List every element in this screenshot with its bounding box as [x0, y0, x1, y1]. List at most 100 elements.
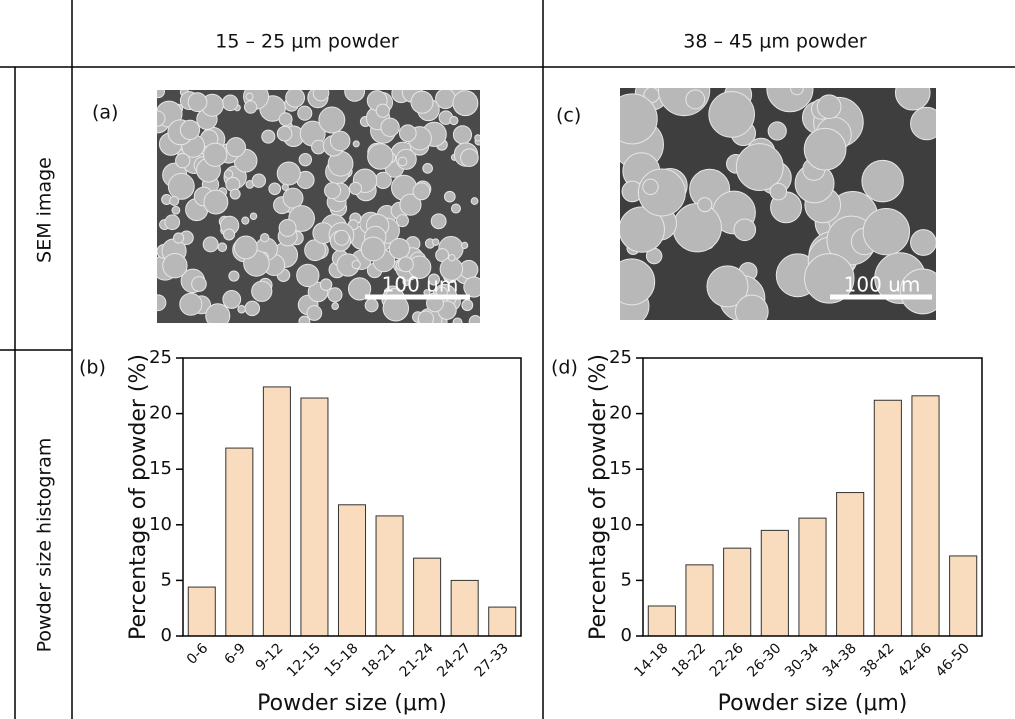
particle: [241, 216, 250, 225]
particle: [244, 300, 261, 317]
particle: [278, 218, 297, 237]
bar: [911, 395, 940, 637]
particle: [205, 303, 231, 323]
x-axis-title: Powder size (μm): [257, 691, 447, 716]
x-tick-label: 14-18: [631, 640, 671, 680]
particle: [162, 253, 188, 279]
particle: [222, 290, 242, 309]
plot-frame: [642, 357, 983, 637]
particle: [766, 88, 814, 113]
particle: [397, 156, 408, 167]
particle: [281, 183, 289, 191]
particle: [348, 181, 363, 195]
x-tick-label: 9-12: [253, 640, 287, 674]
particle: [448, 254, 456, 262]
particle: [463, 276, 480, 298]
particle: [642, 178, 659, 195]
bar: [685, 564, 714, 637]
particle: [167, 172, 195, 200]
particle: [285, 90, 306, 108]
particle: [375, 103, 390, 118]
y-tick-label: 0: [161, 625, 172, 646]
scale-bar-label: 100 um: [844, 273, 921, 297]
particle: [452, 90, 479, 117]
particle: [225, 137, 247, 158]
particle: [352, 140, 360, 148]
particle: [157, 90, 165, 99]
particle: [157, 294, 167, 312]
particle: [202, 236, 219, 253]
particle: [474, 134, 480, 142]
particle: [452, 125, 473, 145]
row-header: SEM image: [34, 157, 56, 263]
y-axis-title: Percentage of powder (%): [126, 354, 151, 640]
particle: [468, 315, 480, 323]
particle: [223, 169, 234, 179]
particle: [306, 305, 323, 321]
particle: [380, 117, 400, 138]
x-tick-label: 15-18: [322, 640, 362, 680]
particle: [767, 121, 787, 141]
particle: [233, 235, 258, 260]
particle: [397, 256, 414, 273]
particle: [327, 287, 343, 303]
particle: [470, 197, 479, 205]
bar: [647, 605, 676, 637]
bar: [187, 586, 216, 637]
particle: [658, 88, 711, 117]
column-header: 15 – 25 μm powder: [215, 31, 399, 53]
particle: [685, 89, 706, 110]
bar: [488, 606, 517, 637]
particle: [452, 317, 463, 323]
particle: [733, 218, 757, 242]
particle: [268, 182, 282, 196]
particle: [351, 259, 361, 270]
x-tick-label: 0-6: [184, 640, 212, 668]
particle: [816, 94, 842, 120]
x-tick-label: 18-21: [359, 640, 399, 680]
particle: [203, 142, 228, 167]
particle: [249, 212, 258, 220]
bar: [836, 492, 865, 637]
particle: [237, 304, 246, 314]
particle: [620, 258, 656, 306]
particle: [804, 253, 855, 304]
particle: [175, 153, 191, 169]
particle: [367, 143, 394, 170]
particle: [412, 182, 431, 201]
particle: [297, 105, 313, 121]
scale-bar-label: 100 um: [382, 273, 459, 297]
particle: [245, 92, 254, 101]
particle: [735, 143, 784, 191]
particle: [333, 229, 350, 246]
x-tick-label: 42-46: [895, 640, 935, 680]
particle: [221, 94, 239, 112]
particle: [461, 241, 469, 250]
particle: [395, 214, 409, 228]
particle: [329, 130, 351, 152]
particle: [260, 233, 270, 243]
particle: [374, 171, 392, 190]
row-header: Powder size histogram: [34, 438, 56, 653]
particle: [324, 182, 342, 200]
particle: [894, 88, 931, 111]
x-tick-label: 12-15: [284, 640, 324, 680]
particle: [276, 125, 293, 142]
particle: [318, 106, 346, 134]
bar: [262, 386, 291, 637]
x-tick-label: 30-34: [782, 640, 822, 680]
particle: [435, 248, 450, 262]
x-tick-label: 22-26: [707, 640, 747, 680]
particle: [620, 93, 658, 145]
y-tick-label: 5: [621, 569, 632, 590]
x-tick-label: 34-38: [820, 640, 860, 680]
particle: [251, 173, 267, 188]
x-tick-label: 21-24: [397, 640, 437, 680]
particle: [203, 189, 229, 215]
particle: [164, 214, 181, 231]
particle: [344, 90, 366, 102]
panel-label: (a): [92, 102, 118, 124]
particle: [364, 298, 379, 313]
particle: [331, 302, 339, 310]
y-tick-label: 15: [149, 458, 172, 479]
